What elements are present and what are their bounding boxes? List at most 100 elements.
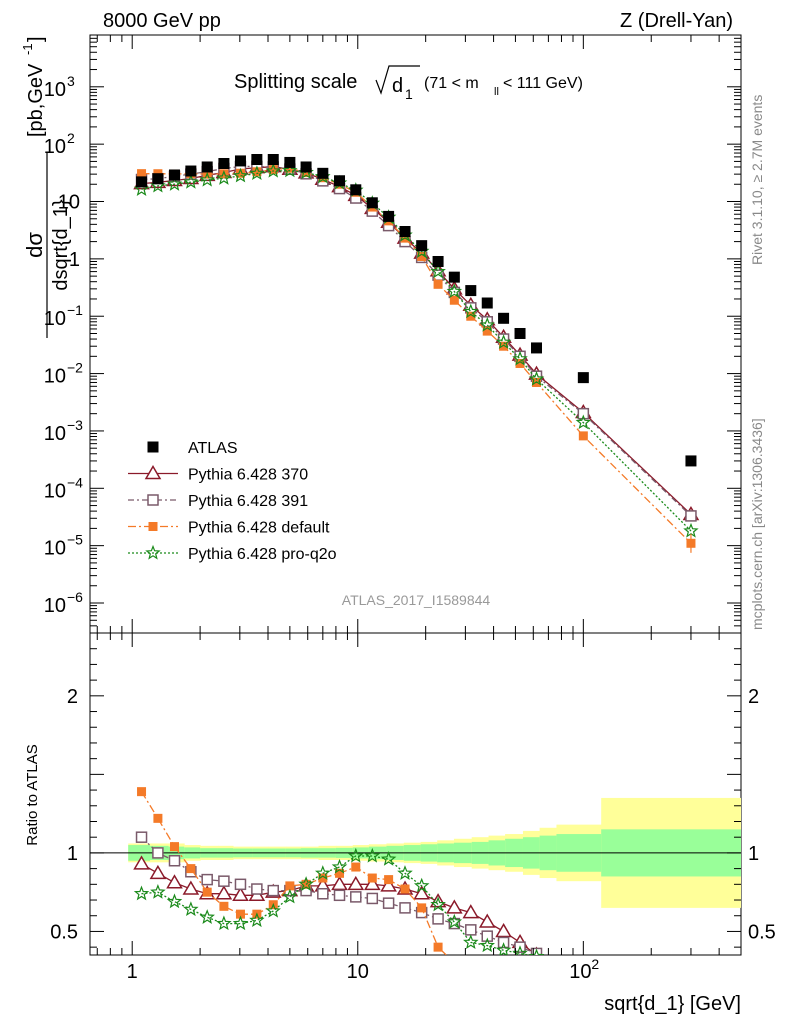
y-tick-label: 1 bbox=[69, 249, 80, 271]
x-tick-label-mantissa: 1 bbox=[127, 961, 138, 983]
y-tick-label: 10 −2 bbox=[44, 360, 83, 388]
ratio-point bbox=[528, 948, 545, 955]
legend-item: ATLAS bbox=[147, 440, 238, 457]
data-point bbox=[512, 350, 528, 366]
data-point bbox=[514, 327, 526, 339]
ratio-point bbox=[380, 877, 397, 892]
data-point bbox=[383, 210, 395, 222]
header-energy-label: 8000 GeV pp bbox=[103, 10, 221, 32]
header-process-label: Z (Drell-Yan) bbox=[620, 10, 733, 32]
y-tick-label-exponent: −1 bbox=[67, 302, 83, 318]
ratio-point bbox=[169, 842, 179, 852]
ratio-point bbox=[137, 787, 147, 797]
ratio-point bbox=[135, 831, 148, 843]
sqrt-symbol bbox=[375, 65, 420, 95]
ratio-point bbox=[285, 881, 295, 891]
ratio-point bbox=[463, 934, 479, 950]
ratio-point bbox=[350, 891, 362, 903]
data-point bbox=[683, 522, 699, 538]
y-axis-label-unit: [pb,GeV bbox=[25, 63, 47, 137]
ratio-point bbox=[168, 855, 181, 867]
series-line-triangle bbox=[141, 166, 692, 515]
ratio-point bbox=[216, 915, 232, 931]
data-point bbox=[433, 279, 443, 289]
ratio-point bbox=[152, 847, 164, 859]
ratio-point bbox=[495, 922, 512, 938]
ratio-point bbox=[182, 880, 200, 895]
y-tick-label: 10 −5 bbox=[44, 532, 83, 560]
data-point bbox=[232, 167, 249, 183]
ratio-point bbox=[235, 909, 245, 919]
data-point bbox=[430, 263, 446, 279]
ratio-plot-frame bbox=[89, 632, 742, 956]
data-point bbox=[498, 312, 510, 324]
data-point bbox=[448, 271, 460, 283]
ratio-point bbox=[382, 897, 395, 909]
ratio-point bbox=[364, 875, 381, 891]
data-point bbox=[152, 173, 164, 185]
data-point bbox=[216, 170, 232, 185]
legend: ATLAS Pythia 6.428 370 Pythia 6.428 391 Pyt… bbox=[128, 440, 337, 563]
ratio-point bbox=[430, 896, 446, 912]
chart-title: Splitting scale d 1 (71 < m ll < 111 GeV) bbox=[234, 65, 583, 102]
data-point bbox=[577, 372, 589, 384]
series-atlas bbox=[136, 154, 697, 467]
ratio-point bbox=[150, 884, 166, 899]
ratio-y-tick-label-right: 2 bbox=[748, 686, 759, 708]
y-tick-label-exponent: −2 bbox=[67, 360, 83, 376]
y-tick-label-mantissa: 10 bbox=[44, 79, 66, 101]
ratio-data-layer bbox=[90, 787, 741, 974]
ratio-point bbox=[202, 887, 212, 897]
chart-title-cut: (71 < m bbox=[424, 75, 479, 92]
y-tick-label-mantissa: 10 bbox=[44, 308, 66, 330]
chart-title-sqrt-var: d bbox=[392, 75, 403, 97]
ratio-point bbox=[499, 965, 508, 974]
y-tick-label-mantissa: 10 bbox=[58, 192, 80, 214]
ratio-point bbox=[348, 847, 364, 863]
ratio-line-star bbox=[141, 855, 532, 955]
ratio-point bbox=[335, 868, 345, 878]
x-tick-label: 10 2 bbox=[569, 956, 599, 983]
x-tick-label-exponent: 2 bbox=[591, 956, 599, 972]
chart-title-cut-tail: < 111 GeV) bbox=[503, 75, 583, 92]
data-point bbox=[465, 285, 477, 297]
ratio-point bbox=[249, 912, 265, 928]
data-point bbox=[515, 358, 525, 368]
ratio-point bbox=[367, 873, 377, 883]
y-tick-label-exponent: −5 bbox=[67, 532, 83, 548]
chart-title-cut-sub: ll bbox=[494, 86, 499, 98]
chart-title-sqrt-sub: 1 bbox=[405, 86, 413, 102]
data-point bbox=[399, 226, 411, 238]
data-point bbox=[267, 154, 279, 166]
y-tick-label-exponent: −6 bbox=[67, 589, 83, 605]
ratio-point bbox=[318, 873, 328, 883]
ratio-y-axis-label: Ratio to ATLAS bbox=[24, 744, 41, 845]
data-point bbox=[481, 297, 493, 309]
data-point bbox=[219, 169, 229, 179]
data-point bbox=[251, 154, 263, 166]
ratio-point bbox=[478, 913, 496, 928]
data-point bbox=[301, 168, 311, 178]
data-point bbox=[578, 431, 588, 441]
data-point bbox=[416, 240, 428, 252]
legend-label: Pythia 6.428 370 bbox=[188, 467, 308, 484]
ratio-point bbox=[479, 937, 495, 953]
data-point bbox=[183, 173, 199, 189]
ratio-point bbox=[267, 884, 280, 897]
ratio-y-tick-label: 1 bbox=[67, 843, 78, 865]
ratio-point bbox=[448, 917, 461, 930]
data-point bbox=[334, 175, 346, 187]
ratio-point bbox=[166, 874, 183, 889]
ratio-point bbox=[400, 884, 410, 894]
y-tick-label-mantissa: 10 bbox=[44, 136, 66, 158]
ratio-point bbox=[429, 893, 447, 908]
data-point bbox=[268, 165, 278, 175]
data-point bbox=[366, 197, 378, 209]
ratio-point bbox=[446, 899, 463, 914]
data-point bbox=[449, 295, 459, 305]
ratio-point bbox=[351, 862, 361, 872]
ratio-y-tick-label: 0.5 bbox=[50, 921, 78, 943]
legend-item: Pythia 6.428 pro-q2o bbox=[128, 544, 337, 563]
y-axis-label-unit-sup: -1 bbox=[20, 43, 35, 55]
